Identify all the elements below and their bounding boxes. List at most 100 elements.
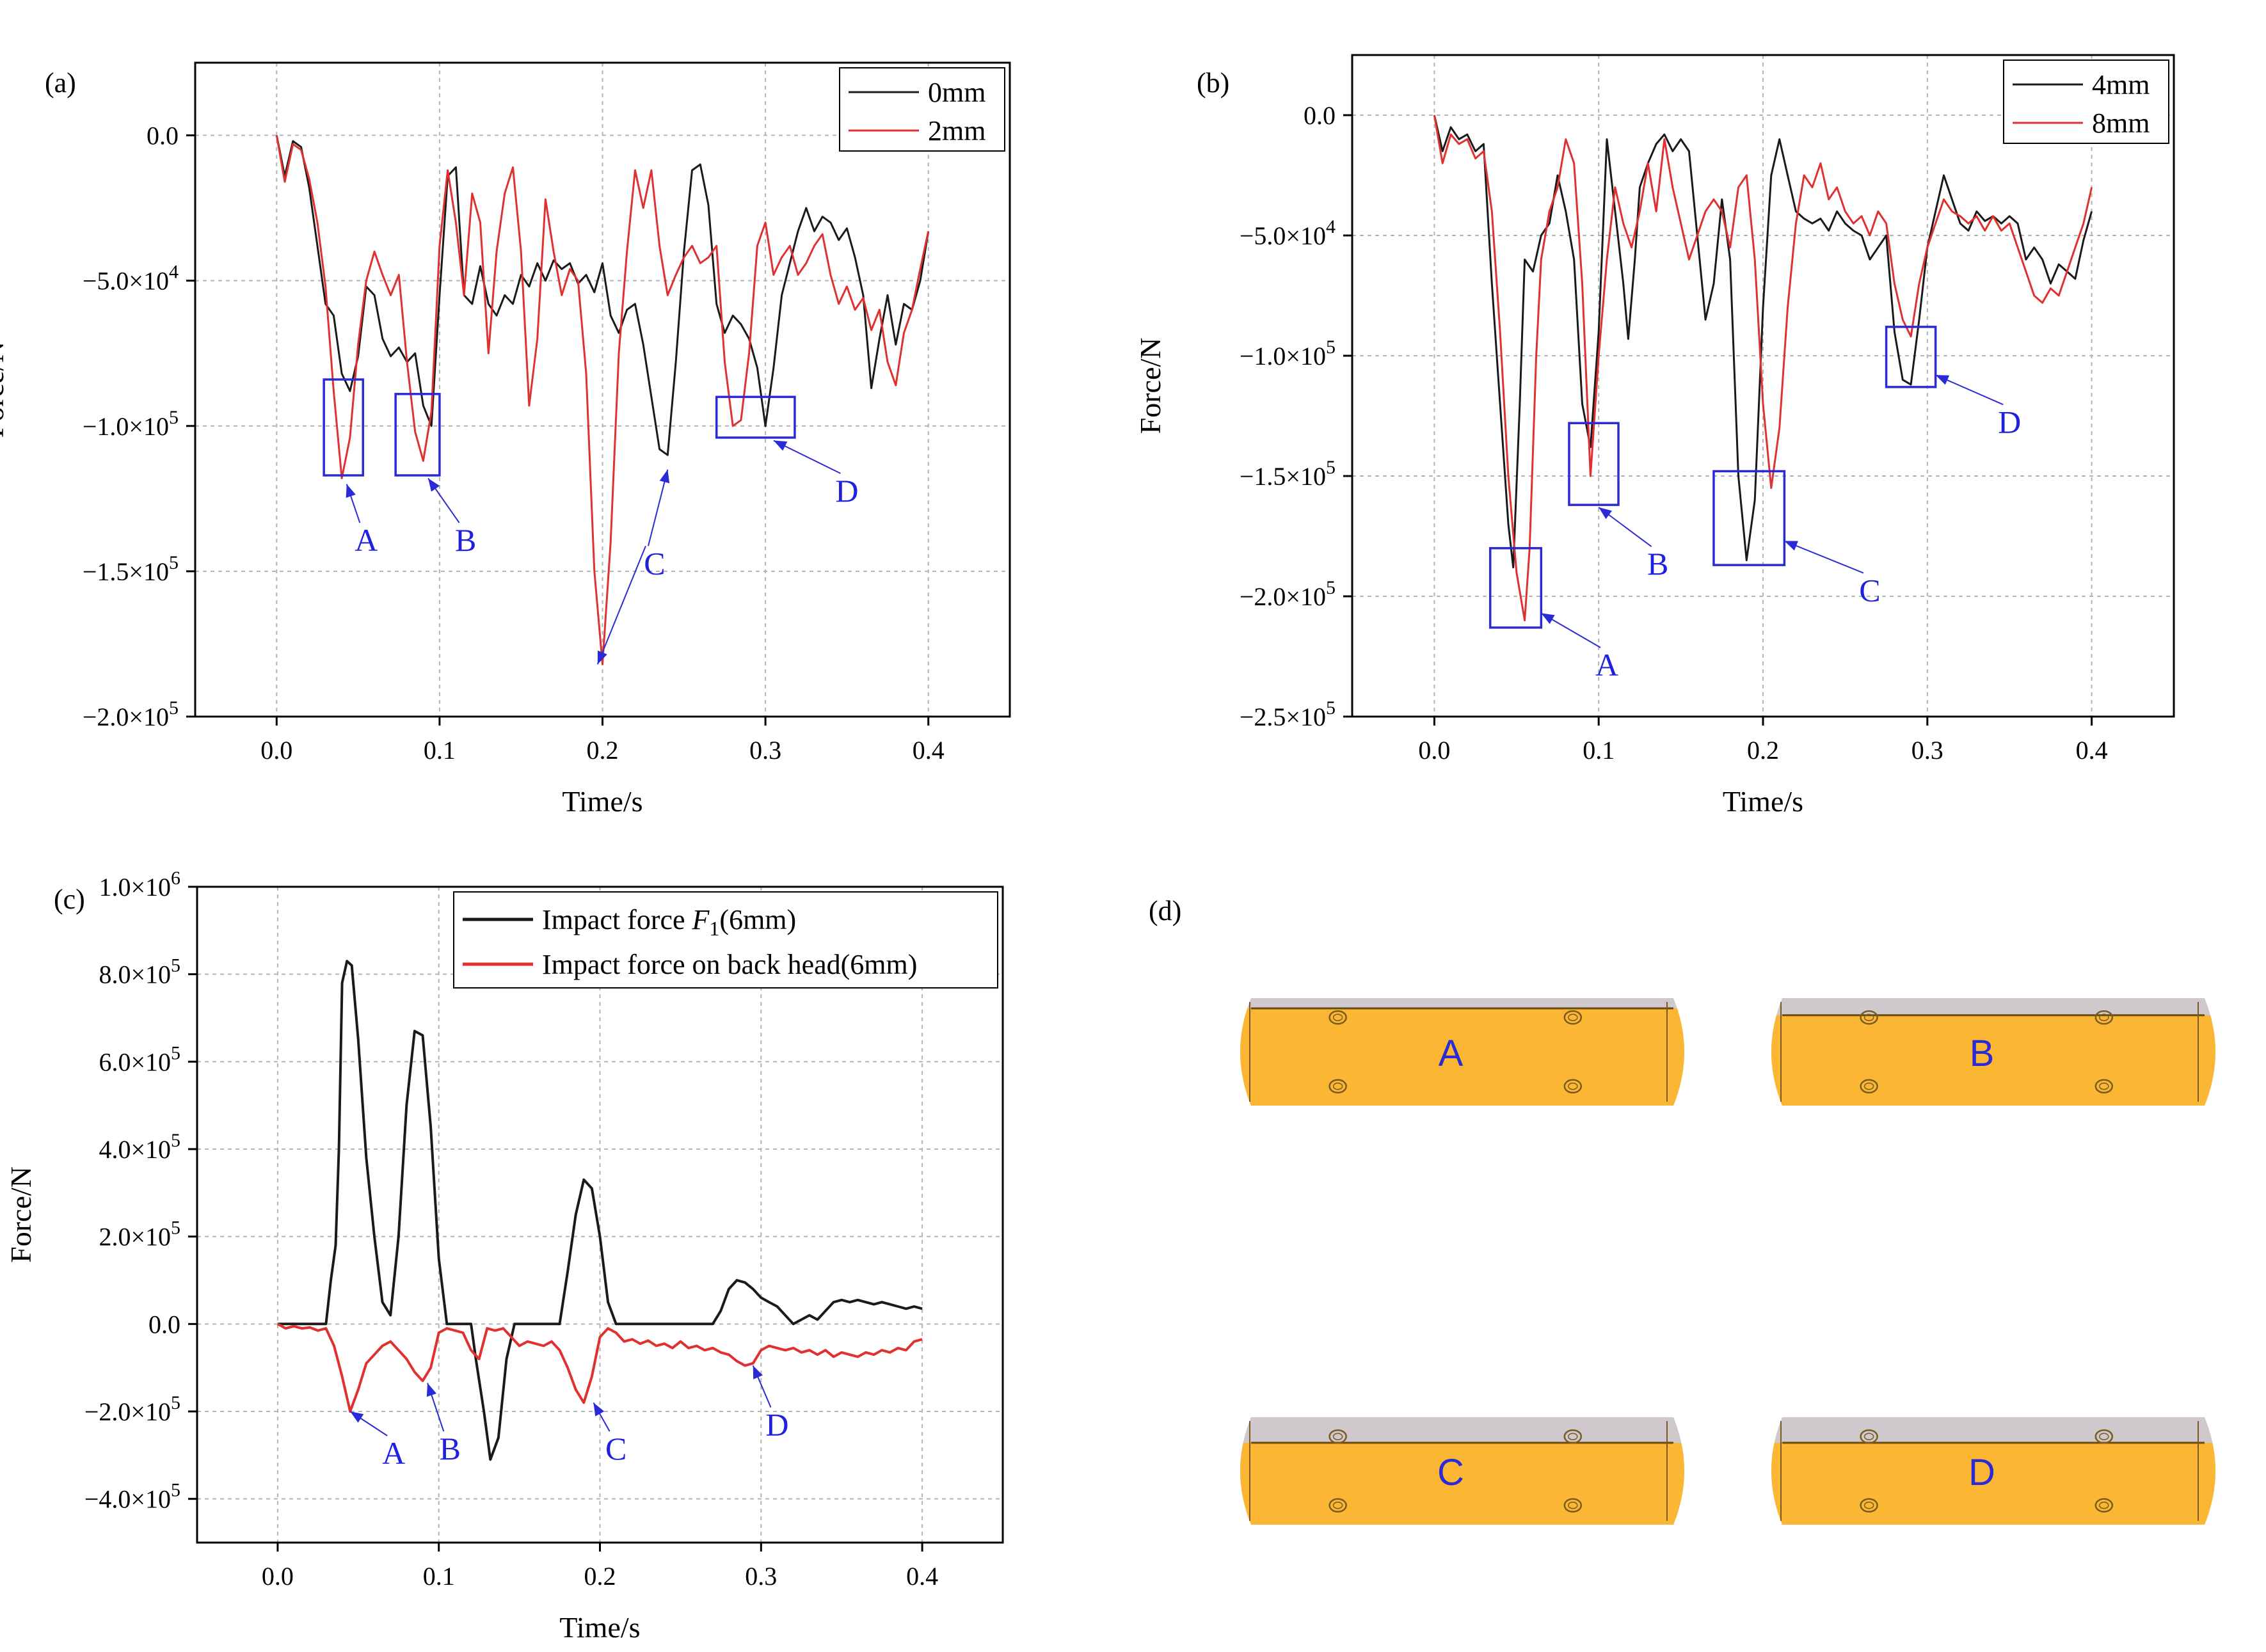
annotation-label: A xyxy=(1595,647,1618,683)
annotation-B: B xyxy=(1568,422,1668,582)
annotation-arrowhead xyxy=(1541,613,1555,624)
y-tick-label: 0.0 xyxy=(1304,101,1336,130)
tank-A: A xyxy=(1240,998,1684,1106)
y-tick-label: −4.0×105 xyxy=(84,1480,180,1514)
x-tick-label: 0.2 xyxy=(587,736,619,765)
annotation-label: A xyxy=(355,522,378,558)
tank-bolt-inner xyxy=(2099,1502,2109,1509)
legend-box xyxy=(453,891,998,989)
x-tick-label: 0.0 xyxy=(262,1562,294,1591)
legend-label: 4mm xyxy=(2092,69,2150,100)
x-tick-label: 0.3 xyxy=(1911,736,1943,765)
series-line-2 xyxy=(275,135,930,665)
y-tick-label: 2.0×105 xyxy=(99,1218,180,1251)
y-tick-label: −1.0×105 xyxy=(1240,337,1336,370)
panel-label-b: (b) xyxy=(1197,67,1229,99)
annotation-C: C xyxy=(593,1402,626,1466)
annotation-box xyxy=(1712,470,1786,566)
legend-label: 2mm xyxy=(928,115,985,147)
annotation-box xyxy=(1568,422,1620,506)
chart-b: 0.0 0.1 0.2 0.3 0.4 0.0 −5.0×104 −1.0×105 −1.5×1… xyxy=(1134,54,2175,818)
tank-bolt-inner xyxy=(1568,1083,1578,1090)
annotation-arrow xyxy=(648,469,669,546)
annotation-D: D xyxy=(715,395,858,509)
y-tick-label: 4.0×105 xyxy=(99,1130,180,1164)
tank-bolt xyxy=(1860,1498,1878,1513)
x-axis-title: Time/s xyxy=(1723,785,1803,818)
tank-bolt xyxy=(1563,1010,1583,1025)
annotation-arrowhead xyxy=(346,484,356,498)
y-axis-title: Force/N xyxy=(4,1166,37,1263)
annotation-label: C xyxy=(644,545,665,581)
tank-bolt xyxy=(2094,1079,2114,1094)
annotation-arrowhead xyxy=(350,1411,364,1423)
panel-label-d: (d) xyxy=(1149,895,1181,926)
tank-bolt-inner xyxy=(1863,1433,1874,1440)
tank-bolt-inner xyxy=(2099,1083,2109,1090)
panel-label-a: (a) xyxy=(45,67,76,99)
y-tick-label: 1.0×106 xyxy=(99,868,180,901)
annotation-B: B xyxy=(394,393,476,558)
y-tick-label: −2.0×105 xyxy=(83,697,179,731)
panel-label-c: (c) xyxy=(54,884,85,915)
tank-bolt-inner xyxy=(1332,1013,1343,1021)
x-tick-label: 0.1 xyxy=(1583,736,1615,765)
x-tick-label: 0.4 xyxy=(906,1562,938,1591)
tank-bolt-inner xyxy=(1332,1083,1343,1090)
tank-bolt-inner xyxy=(2099,1013,2109,1021)
tank-liquid xyxy=(1240,1008,1684,1106)
tank-liquid xyxy=(1771,1443,2215,1525)
tank-bolt xyxy=(1328,1498,1347,1513)
y-tick-label: −2.0×105 xyxy=(84,1392,180,1426)
annotation-box xyxy=(1885,326,1937,388)
x-tick-label: 0.0 xyxy=(1418,736,1450,765)
tank-bolt-inner xyxy=(1863,1502,1874,1509)
y-tick-label: −1.5×105 xyxy=(83,552,179,586)
annotation-label: B xyxy=(440,1431,461,1466)
tank-bolt-inner xyxy=(1568,1013,1578,1021)
legend-label: Impact force F1(6mm) xyxy=(542,904,796,940)
series-line-2 xyxy=(1433,115,2093,622)
tank-bolt-inner xyxy=(1568,1502,1578,1509)
annotation-A: A xyxy=(349,1411,405,1471)
tank-bolt-inner xyxy=(1863,1013,1874,1021)
tank-bolt xyxy=(1860,1429,1878,1444)
annotation-B: B xyxy=(426,1383,461,1466)
y-tick-label: 0.0 xyxy=(148,1310,180,1338)
x-tick-label: 0.2 xyxy=(1747,736,1779,765)
y-tick-label: −2.0×105 xyxy=(1240,577,1336,611)
tank-label: B xyxy=(1970,1033,1995,1074)
y-tick-label: 6.0×105 xyxy=(99,1042,180,1076)
annotation-arrowhead xyxy=(773,440,788,451)
legend-label: 0mm xyxy=(928,77,985,108)
x-tick-label: 0.0 xyxy=(260,736,292,765)
x-tick-label: 0.4 xyxy=(2076,736,2108,765)
x-tick-label: 0.3 xyxy=(749,736,781,765)
tank-bolt xyxy=(1328,1429,1347,1444)
tank-label: C xyxy=(1437,1452,1464,1493)
annotation-label: C xyxy=(1859,573,1880,608)
chart-c: 0.0 0.1 0.2 0.3 0.4 1.0×106 8.0×105 6.0×105 4.0×… xyxy=(4,868,1004,1644)
tank-liquid xyxy=(1771,1015,2215,1106)
x-tick-label: 0.2 xyxy=(584,1562,616,1591)
tank-bolt xyxy=(1860,1010,1878,1025)
tank-C: C xyxy=(1240,1417,1684,1525)
tank-bolt xyxy=(1328,1010,1347,1025)
tank-bolt xyxy=(1563,1498,1583,1513)
annotation-A: A xyxy=(1488,547,1618,683)
chart-a: 0.0 0.1 0.2 0.3 0.4 0.0 −5.0×104 −1.0×105 −1.5×1… xyxy=(0,61,1011,818)
annotation-label: D xyxy=(765,1407,788,1443)
y-axis-title: Force/N xyxy=(1134,338,1167,434)
tank-bolt xyxy=(1563,1079,1583,1094)
legend-label: 8mm xyxy=(2092,107,2150,139)
tank-liquid xyxy=(1240,1443,1684,1525)
tank-bolt-inner xyxy=(1332,1433,1343,1440)
grid xyxy=(1352,55,2174,717)
annotation-C: C xyxy=(596,469,670,665)
x-tick-label: 0.3 xyxy=(745,1562,777,1591)
x-tick-label: 0.1 xyxy=(423,1562,455,1591)
annotation-arrowhead xyxy=(428,478,440,492)
tank-bolt-inner xyxy=(1863,1083,1874,1090)
annotation-C: C xyxy=(1712,470,1881,608)
